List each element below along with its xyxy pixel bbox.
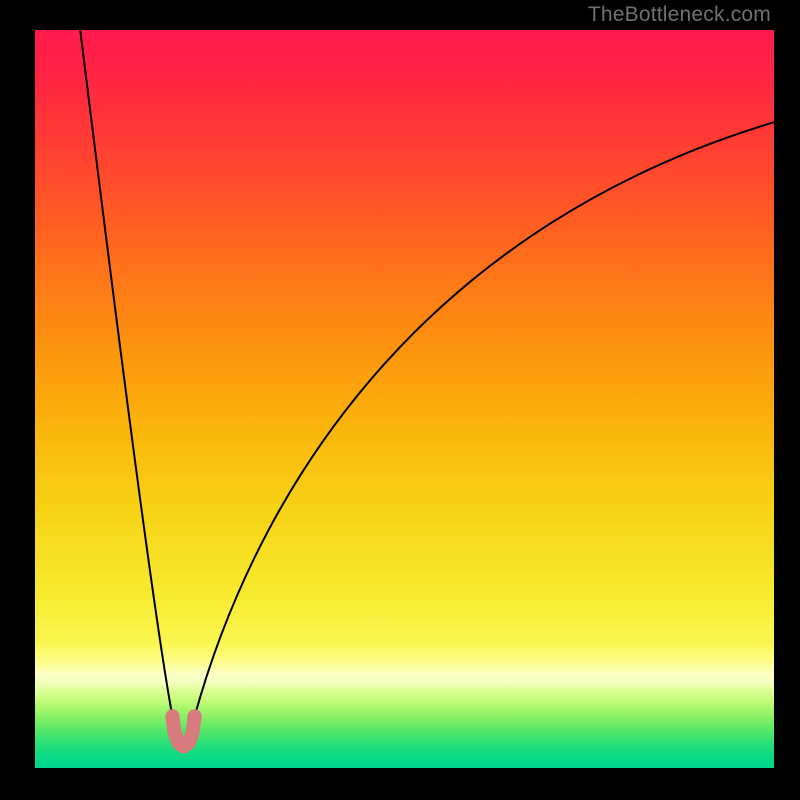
bottleneck-curve — [79, 30, 774, 747]
chart-svg-layer — [35, 30, 774, 768]
bottom-marker-dot-left — [165, 709, 179, 723]
chart-plot-area — [35, 30, 774, 768]
bottom-marker-dot-right — [188, 709, 202, 723]
watermark-text: TheBottleneck.com — [588, 3, 771, 27]
